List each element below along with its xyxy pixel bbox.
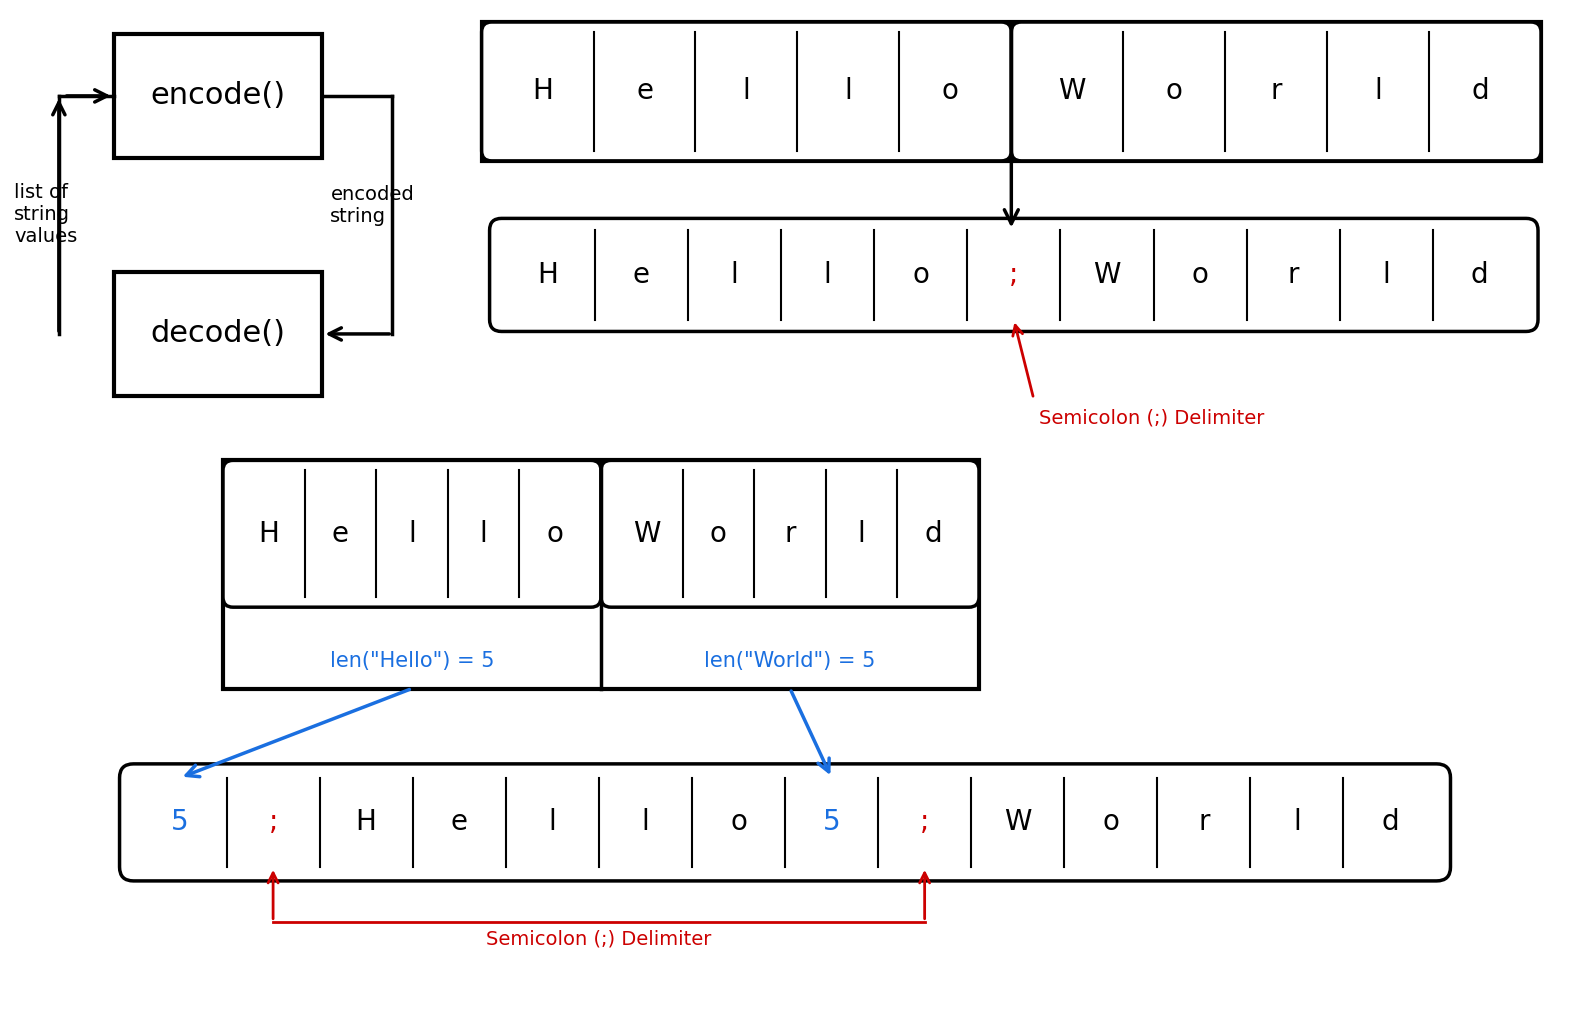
Text: l: l bbox=[549, 809, 555, 836]
Text: l: l bbox=[743, 77, 751, 106]
Text: H: H bbox=[355, 809, 377, 836]
Text: o: o bbox=[942, 77, 959, 106]
Text: H: H bbox=[538, 261, 559, 289]
Text: d: d bbox=[925, 520, 942, 548]
Text: len("Hello") = 5: len("Hello") = 5 bbox=[330, 650, 494, 671]
Text: r: r bbox=[1198, 809, 1210, 836]
Text: o: o bbox=[710, 520, 727, 548]
FancyBboxPatch shape bbox=[1011, 22, 1542, 161]
Text: W: W bbox=[1059, 77, 1086, 106]
Text: Semicolon (;) Delimiter: Semicolon (;) Delimiter bbox=[486, 930, 712, 949]
Text: o: o bbox=[912, 261, 929, 289]
FancyBboxPatch shape bbox=[222, 460, 601, 608]
Text: list of
string
values: list of string values bbox=[14, 184, 77, 247]
Bar bbox=[222, 460, 978, 689]
FancyBboxPatch shape bbox=[601, 460, 978, 608]
Text: l: l bbox=[824, 261, 832, 289]
Text: l: l bbox=[844, 77, 852, 106]
Text: ;: ; bbox=[1008, 261, 1018, 289]
Text: encoded
string: encoded string bbox=[330, 185, 413, 226]
FancyBboxPatch shape bbox=[489, 218, 1539, 331]
Text: l: l bbox=[409, 520, 417, 548]
Text: W: W bbox=[1094, 261, 1120, 289]
Text: l: l bbox=[1374, 77, 1382, 106]
Text: l: l bbox=[642, 809, 649, 836]
Text: H: H bbox=[259, 520, 279, 548]
Bar bbox=[114, 34, 322, 157]
Text: e: e bbox=[636, 77, 653, 106]
Text: r: r bbox=[784, 520, 795, 548]
Text: ;: ; bbox=[268, 809, 278, 836]
Text: H: H bbox=[532, 77, 552, 106]
Text: len("World") = 5: len("World") = 5 bbox=[704, 650, 876, 671]
Text: W: W bbox=[1004, 809, 1032, 836]
Text: o: o bbox=[1103, 809, 1119, 836]
Text: W: W bbox=[633, 520, 661, 548]
Text: d: d bbox=[1471, 261, 1488, 289]
Text: r: r bbox=[1288, 261, 1299, 289]
Text: o: o bbox=[548, 520, 563, 548]
Text: l: l bbox=[731, 261, 739, 289]
Text: l: l bbox=[1292, 809, 1300, 836]
Text: 5: 5 bbox=[822, 809, 841, 836]
Text: e: e bbox=[451, 809, 467, 836]
Text: e: e bbox=[331, 520, 349, 548]
Text: l: l bbox=[1382, 261, 1390, 289]
Text: l: l bbox=[480, 520, 488, 548]
Text: d: d bbox=[1381, 809, 1398, 836]
FancyBboxPatch shape bbox=[481, 22, 1011, 161]
FancyBboxPatch shape bbox=[120, 764, 1450, 881]
Text: l: l bbox=[858, 520, 865, 548]
Bar bbox=[481, 22, 1542, 161]
Text: o: o bbox=[731, 809, 746, 836]
Text: decode(): decode() bbox=[150, 319, 286, 348]
Text: o: o bbox=[1191, 261, 1209, 289]
Text: encode(): encode() bbox=[150, 81, 286, 111]
Text: ;: ; bbox=[920, 809, 929, 836]
Text: Semicolon (;) Delimiter: Semicolon (;) Delimiter bbox=[1038, 408, 1264, 428]
Bar bbox=[114, 272, 322, 396]
Text: o: o bbox=[1166, 77, 1182, 106]
Text: 5: 5 bbox=[170, 809, 189, 836]
Text: d: d bbox=[1471, 77, 1490, 106]
Text: e: e bbox=[633, 261, 650, 289]
Text: r: r bbox=[1270, 77, 1281, 106]
